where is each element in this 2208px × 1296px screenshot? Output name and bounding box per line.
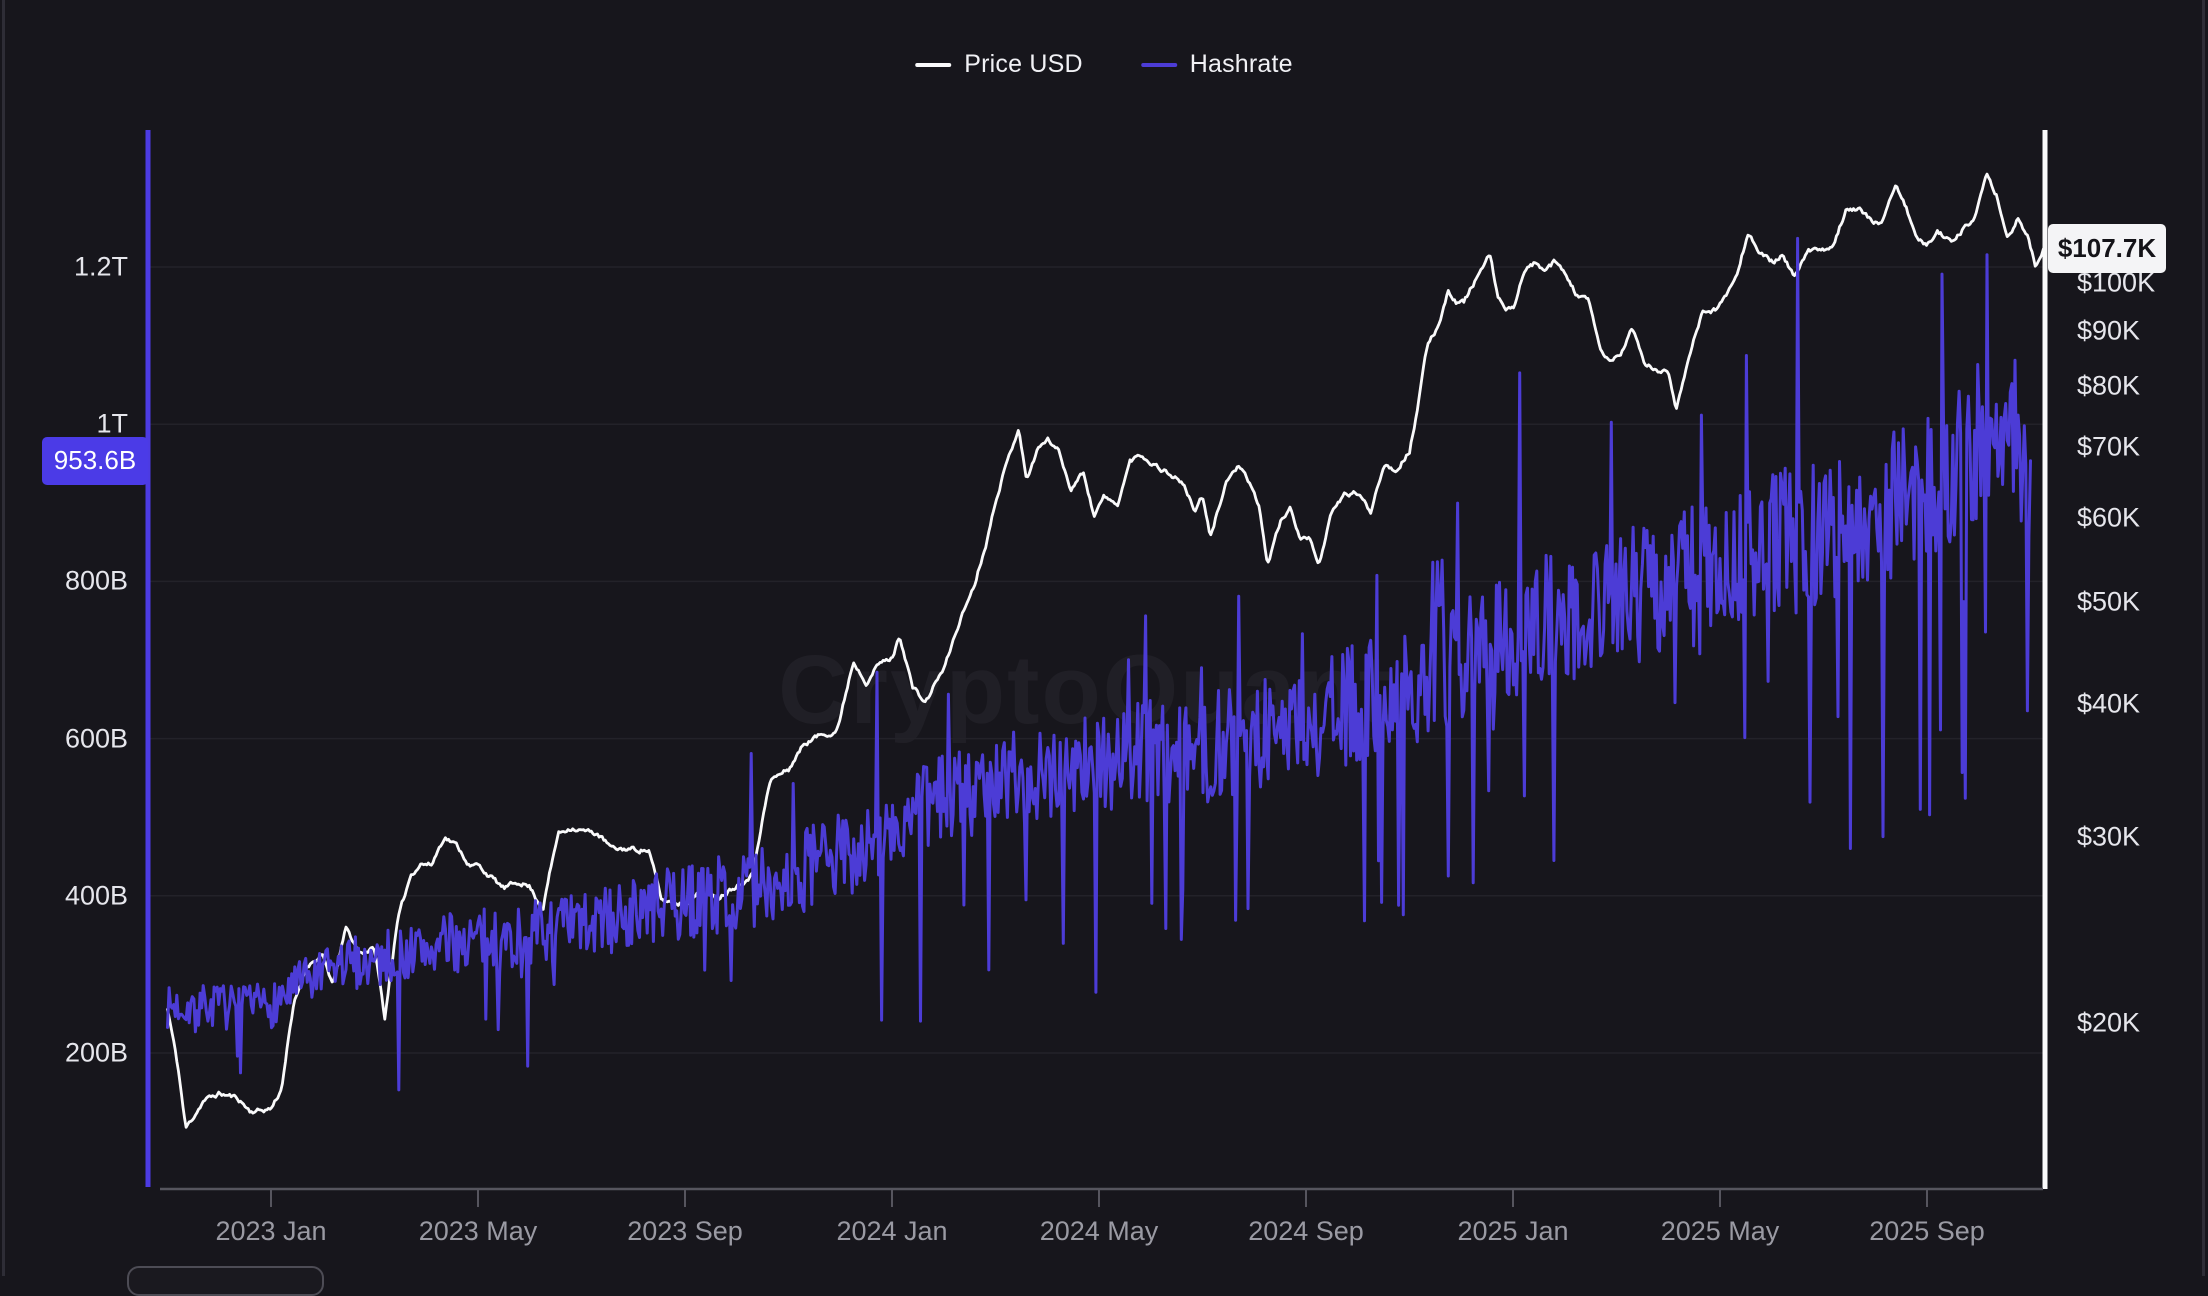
price-current-badge: $107.7K [2048, 224, 2166, 274]
panel-border-left [2, 0, 5, 1276]
y-axis-label-right: $70K [2077, 431, 2141, 462]
y-axis-label-left: 1.2T [73, 251, 128, 282]
price-line-swatch [915, 62, 952, 67]
panel-border-right [2202, 0, 2205, 1276]
x-axis-label: 2025 Sep [1869, 1216, 1985, 1246]
x-axis-label: 2023 Sep [627, 1216, 743, 1246]
y-axis-label-right: $90K [2077, 315, 2141, 346]
x-axis-label: 2023 Jan [215, 1216, 327, 1246]
y-axis-label-right: $80K [2077, 370, 2141, 401]
y-axis-label-right: $60K [2077, 502, 2141, 533]
y-axis-label-left: 200B [64, 1037, 128, 1068]
x-axis-label: 2024 Sep [1248, 1216, 1364, 1246]
x-axis-label: 2025 May [1660, 1216, 1780, 1246]
series-price-usd [166, 172, 2045, 1129]
hashrate-line-swatch [1140, 62, 1177, 67]
x-axis-label: 2024 Jan [836, 1216, 948, 1246]
x-axis-label: 2024 May [1039, 1216, 1159, 1246]
series-hashrate [166, 236, 2032, 1092]
y-axis-label-right: $20K [2077, 1007, 2141, 1038]
legend-item-price[interactable]: Price USD [915, 50, 1083, 79]
partial-control[interactable] [127, 1266, 324, 1296]
y-axis-label-right: $40K [2077, 688, 2141, 719]
x-axis-label: 2025 Jan [1457, 1216, 1569, 1246]
y-axis-label-left: 400B [64, 880, 128, 911]
legend-item-hashrate[interactable]: Hashrate [1140, 50, 1293, 79]
legend-label-hashrate: Hashrate [1189, 50, 1293, 78]
hashrate-current-badge: 953.6B [42, 436, 148, 485]
y-axis-label-right: $30K [2077, 821, 2141, 852]
y-axis-label-left: 1T [96, 408, 128, 439]
chart-legend: Price USD Hashrate [915, 50, 1293, 79]
y-axis-label-left: 800B [64, 565, 128, 596]
y-axis-label-right: $50K [2077, 586, 2141, 617]
y-axis-label-left: 600B [64, 723, 128, 754]
x-axis-label: 2023 May [418, 1216, 538, 1246]
legend-label-price: Price USD [964, 50, 1083, 78]
